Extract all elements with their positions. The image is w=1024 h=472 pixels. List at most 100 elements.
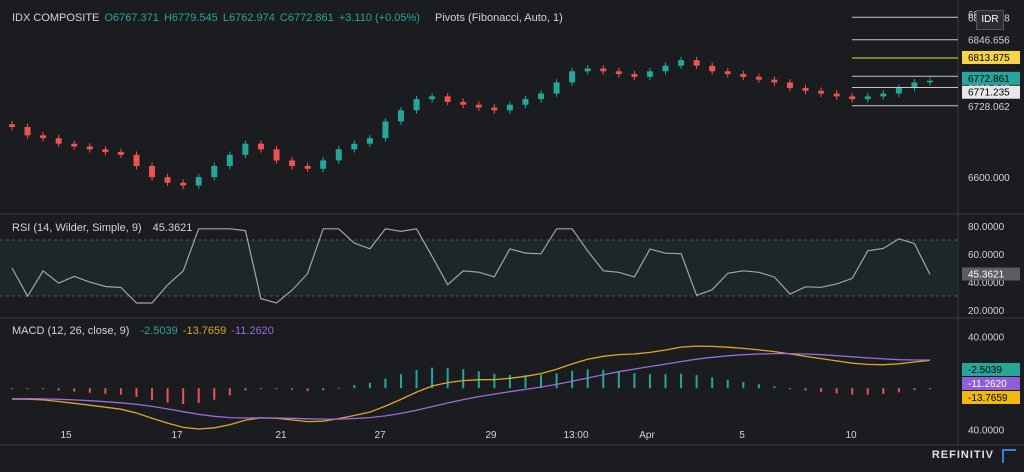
macd-histogram-bar: [353, 385, 356, 389]
macd-histogram-bar: [773, 386, 776, 389]
candle-body: [802, 88, 809, 91]
candle-body: [242, 143, 249, 155]
candle-body: [382, 121, 389, 139]
macd-line: [11, 345, 931, 430]
macd-histogram-bar: [711, 377, 714, 389]
rsi-label[interactable]: RSI (14, Wilder, Simple, 9): [12, 222, 142, 234]
price-badge: [962, 85, 1020, 99]
macd-histogram-bar: [695, 375, 698, 389]
macd-histogram-bar: [135, 388, 138, 397]
macd-histogram-bar: [913, 388, 916, 391]
macd-histogram-bar: [322, 388, 325, 391]
macd-badge-label: -2.5039: [968, 365, 1002, 376]
candle-body: [880, 93, 887, 97]
candle-body: [55, 138, 62, 144]
macd-histogram-bar: [166, 388, 169, 403]
rsi-value-badge: [962, 267, 1020, 281]
macd-histogram-bar: [182, 388, 185, 404]
candle-body: [304, 166, 311, 169]
candle-body: [86, 146, 93, 150]
candle-body: [397, 110, 404, 122]
candle-body: [491, 107, 498, 111]
macd-histogram-bar: [431, 367, 434, 389]
macd-histogram-bar: [540, 374, 543, 389]
macd-badge: [962, 377, 1020, 390]
macd-label[interactable]: MACD (12, 26, close, 9): [12, 325, 130, 337]
macd-histogram-bar: [757, 384, 760, 389]
candle-body: [320, 160, 327, 169]
macd-histogram-bar: [804, 388, 807, 391]
macd-histogram-bar: [291, 388, 294, 390]
rsi-header: RSI (14, Wilder, Simple, 9) 45.3621: [12, 222, 194, 234]
candle-body: [211, 166, 218, 178]
candle-body: [429, 96, 436, 100]
symbol-label: IDX COMPOSITE: [12, 12, 100, 24]
macd-histogram-bar: [151, 388, 154, 400]
candle-body: [506, 104, 513, 111]
macd-histogram-bar: [493, 373, 496, 389]
price-badge-label: 6813.875: [968, 53, 1010, 64]
candle-body: [833, 93, 840, 97]
signal-line: [12, 352, 930, 420]
macd-histogram-bar: [104, 388, 107, 394]
macd-histogram-bar: [648, 374, 651, 389]
macd-histogram-bar: [228, 388, 231, 396]
rsi-line: [11, 228, 931, 304]
macd-histogram-bar: [259, 388, 262, 390]
macd-histogram-bar: [306, 388, 309, 392]
candle-body: [226, 154, 233, 166]
candle-body: [569, 71, 576, 83]
candle-body: [631, 74, 638, 77]
candle-body: [584, 68, 591, 72]
macd-histogram-bar: [11, 388, 13, 390]
macd-histogram-bar: [26, 388, 29, 390]
macd-histogram-bar: [633, 373, 636, 389]
macd-histogram-bar: [680, 373, 683, 389]
time-axis-label: 17: [171, 430, 183, 441]
close-value: C6772.861: [279, 12, 334, 24]
rsi-axis-label: 80.0000: [968, 222, 1005, 233]
price-axis-label: 6600.000: [968, 173, 1010, 184]
candle-body: [366, 138, 373, 144]
macd-histogram-bar: [73, 388, 76, 392]
macd-axis-label: 40.0000: [968, 332, 1005, 343]
macd-histogram-bar: [275, 388, 278, 390]
candle-body: [24, 127, 31, 136]
currency-badge[interactable]: IDR: [976, 10, 1004, 30]
candle-body: [849, 96, 856, 100]
macd-histogram-bar: [851, 388, 854, 395]
candle-body: [475, 104, 482, 108]
macd-value-3: -11.2620: [231, 325, 274, 337]
candle-body: [740, 74, 747, 77]
macd-histogram-bar: [882, 388, 885, 394]
macd-histogram-bar: [508, 374, 511, 389]
price-axis-label: 68: [968, 10, 980, 21]
macd-value-2: -13.7659: [182, 325, 227, 337]
macd-histogram-bar: [617, 371, 620, 389]
candle-body: [864, 96, 871, 100]
macd-histogram-bar: [462, 369, 465, 389]
candle-body: [662, 65, 669, 72]
pivots-indicator-label[interactable]: Pivots (Fibonacci, Auto, 1): [435, 12, 563, 24]
macd-histogram-bar: [820, 388, 823, 393]
time-axis-label: 10: [845, 430, 857, 441]
price-axis-label: 6728.062: [968, 102, 1010, 113]
rsi-value: 45.3621: [152, 222, 193, 234]
price-axis-label: 6846.656: [968, 36, 1010, 47]
candle-body: [149, 166, 156, 178]
rsi-axis-label: 20.0000: [968, 306, 1005, 317]
candle-body: [538, 93, 545, 100]
candle-body: [40, 135, 47, 139]
rsi-axis-label: 60.0000: [968, 250, 1005, 261]
time-axis-label: 5: [739, 430, 745, 441]
candle-body: [351, 143, 358, 150]
time-axis-label: 21: [275, 430, 287, 441]
macd-badge-label: -11.2620: [968, 379, 1007, 390]
candle-body: [289, 160, 296, 166]
brand-label: REFINITIV: [931, 449, 994, 461]
macd-histogram-bar: [929, 388, 931, 390]
candle-body: [133, 154, 140, 166]
candle-body: [195, 177, 202, 186]
